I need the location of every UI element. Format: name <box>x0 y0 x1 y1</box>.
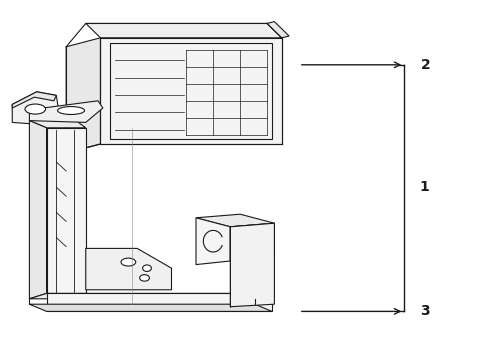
Polygon shape <box>29 101 103 122</box>
Polygon shape <box>29 304 272 311</box>
Polygon shape <box>66 38 100 153</box>
Polygon shape <box>196 218 230 265</box>
Ellipse shape <box>121 258 136 266</box>
Text: 1: 1 <box>419 180 429 194</box>
Polygon shape <box>29 115 86 128</box>
Polygon shape <box>230 223 274 307</box>
Ellipse shape <box>57 107 84 114</box>
Polygon shape <box>47 128 86 293</box>
Polygon shape <box>12 92 59 124</box>
Polygon shape <box>230 223 274 261</box>
Polygon shape <box>196 214 274 227</box>
Polygon shape <box>86 248 172 290</box>
Polygon shape <box>267 22 289 38</box>
Text: 2: 2 <box>420 58 430 72</box>
Polygon shape <box>47 293 272 311</box>
Polygon shape <box>86 23 282 38</box>
Ellipse shape <box>25 104 46 114</box>
Polygon shape <box>29 293 272 299</box>
Text: 3: 3 <box>420 305 430 318</box>
Ellipse shape <box>140 275 149 281</box>
Ellipse shape <box>143 265 151 271</box>
Polygon shape <box>100 38 282 144</box>
Polygon shape <box>12 92 56 108</box>
Polygon shape <box>29 121 47 299</box>
